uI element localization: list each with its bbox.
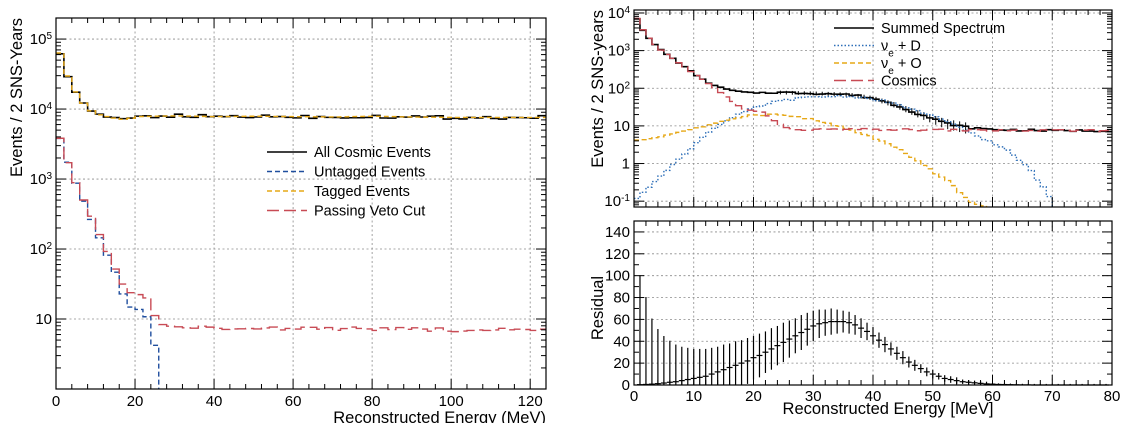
y-tick-label: 40: [613, 333, 630, 350]
series-line-3: [56, 52, 546, 120]
plot-frame: [55, 17, 547, 390]
y-tick-label: 105: [30, 31, 53, 49]
y-tick-label: 102: [608, 80, 631, 98]
series-line-4: [56, 137, 546, 333]
x-tick-label: 80: [1104, 388, 1121, 405]
x-tick-label: 60: [984, 388, 1001, 405]
y-tick-label: 80: [613, 290, 630, 307]
y-tick-label: 103: [30, 171, 53, 189]
y-tick-label: 0: [622, 377, 630, 394]
grid: [634, 10, 1112, 207]
series-group: [634, 17, 1112, 207]
y-tick-label: 20: [613, 355, 630, 372]
x-tick-label: 0: [630, 388, 638, 405]
x-tick-label: 100: [439, 393, 464, 410]
legend: All Cosmic Events Untagged Events Tagged E…: [267, 145, 431, 220]
legend-label-2: Untagged Events: [314, 165, 425, 181]
legend-label-4: Cosmics: [881, 74, 937, 90]
series-line-4: [634, 17, 1112, 133]
x-tick-label: 120: [518, 393, 543, 410]
legend-label-3: νe + O: [881, 56, 922, 77]
x-tick-label: 20: [127, 393, 144, 410]
x-tick-label: 40: [865, 388, 882, 405]
x-tick-label: 50: [924, 388, 941, 405]
series-line-2: [634, 94, 1053, 207]
x-axis-label: Reconstructed Energy [MeV]: [783, 400, 994, 418]
y-axis-label: Residual: [589, 276, 607, 340]
x-tick-label: 40: [206, 393, 223, 410]
y-tick-label: 120: [605, 246, 630, 263]
y-tick-label: 1: [622, 156, 630, 173]
x-tick-label: 60: [285, 393, 302, 410]
y-tick-label: 10: [35, 311, 52, 328]
legend-label-4: Passing Veto Cut: [314, 204, 425, 220]
y-tick-label: 100: [605, 268, 630, 285]
y-tick-label: 104: [608, 4, 631, 22]
grid: [56, 18, 546, 389]
series-group: [56, 52, 546, 389]
x-tick-label: 20: [745, 388, 762, 405]
residual-points: [636, 275, 1110, 386]
x-tick-label: 10: [685, 388, 702, 405]
y-axis-label: Events / 2 SNS-years: [589, 10, 607, 168]
legend-label-1: All Cosmic Events: [314, 145, 431, 161]
y-tick-label: 103: [608, 42, 631, 60]
y-tick-label: 60: [613, 311, 630, 328]
y-axis-label: Events / 2 SNS-Years: [8, 18, 26, 177]
panel-cosmic-spectrum: 10 102 103 104 105 0 20 40 60 80 100 120Reconstruct…: [8, 17, 547, 423]
x-tick-label: 30: [805, 388, 822, 405]
x-tick-label: 0: [52, 393, 60, 410]
series-line-1: [634, 18, 1112, 133]
y-tick-label: 104: [30, 101, 53, 119]
legend-label-3: Tagged Events: [314, 184, 410, 200]
x-tick-label: 80: [364, 393, 381, 410]
legend-label-2: νe + D: [881, 39, 921, 60]
y-tick-label: 10: [613, 118, 630, 135]
y-tick-label: 140: [605, 224, 630, 241]
y-tick-label: 10-1: [604, 193, 630, 211]
x-tick-label: 70: [1044, 388, 1061, 405]
y-tick-label: 102: [30, 241, 53, 259]
legend-label-1: Summed Spectrum: [881, 21, 1005, 37]
series-line-3: [634, 113, 994, 207]
x-axis-label: Reconstructed Energy (MeV): [333, 409, 546, 423]
